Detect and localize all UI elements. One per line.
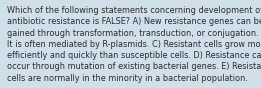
Text: It is often mediated by R-plasmids. C) Resistant cells grow more: It is often mediated by R-plasmids. C) R… [7, 40, 261, 49]
Text: gained through transformation, transduction, or conjugation. B): gained through transformation, transduct… [7, 29, 261, 38]
Text: occur through mutation of existing bacterial genes. E) Resistant: occur through mutation of existing bacte… [7, 62, 261, 71]
Text: Which of the following statements concerning development of: Which of the following statements concer… [7, 6, 261, 15]
Text: cells are normally in the minority in a bacterial population.: cells are normally in the minority in a … [7, 74, 247, 83]
Text: antibiotic resistance is FALSE? A) New resistance genes can be: antibiotic resistance is FALSE? A) New r… [7, 17, 261, 26]
Text: efficiently and quickly than susceptible cells. D) Resistance can: efficiently and quickly than susceptible… [7, 51, 261, 60]
